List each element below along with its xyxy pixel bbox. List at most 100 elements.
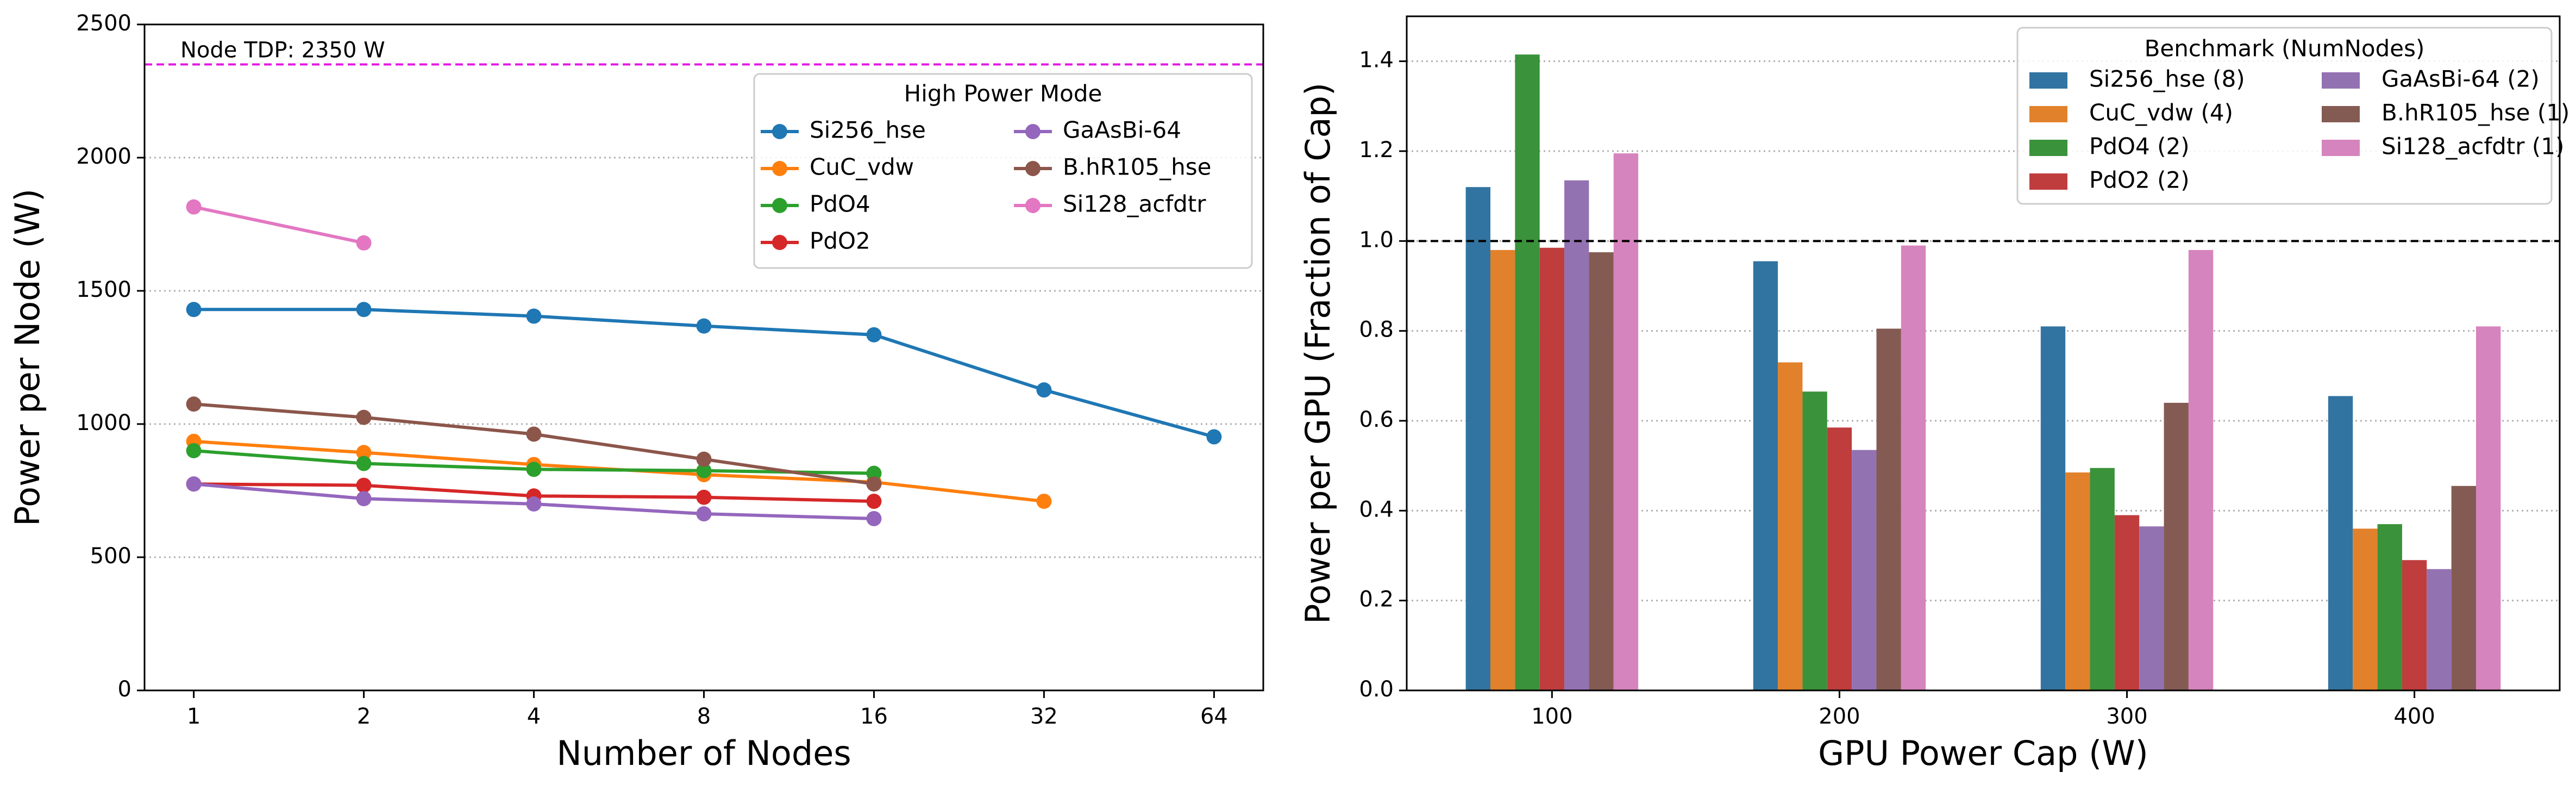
data-point — [356, 491, 372, 507]
y-tick-label: 0.6 — [1359, 407, 1394, 432]
legend-label: PdO2 — [810, 228, 870, 254]
data-point — [186, 443, 202, 458]
data-point — [696, 463, 712, 478]
legend-swatch — [772, 198, 787, 213]
y-tick-label: 500 — [90, 544, 131, 569]
x-tick-label: 32 — [1030, 704, 1058, 729]
bar — [2065, 472, 2090, 690]
data-point — [356, 445, 372, 460]
data-point — [186, 199, 202, 215]
y-tick-label: 2000 — [76, 144, 131, 169]
bar — [1515, 54, 1540, 690]
bar — [1852, 450, 1877, 690]
axes-frame — [143, 23, 1264, 692]
data-point — [696, 489, 712, 505]
data-point — [696, 506, 712, 522]
data-point — [1036, 494, 1052, 509]
legend-title: High Power Mode — [904, 80, 1102, 107]
legend-swatch — [1025, 161, 1041, 176]
legend-swatch — [2029, 106, 2067, 122]
bar — [2040, 326, 2066, 690]
data-point — [186, 476, 202, 492]
bar — [2139, 526, 2164, 690]
x-tick-label: 100 — [1531, 704, 1572, 729]
data-point — [356, 235, 372, 251]
subplot: 0 500 1000 1500 2000 2500 1 2 4 8 16 32 64 Node TDP: … — [8, 11, 1264, 773]
data-point — [1036, 382, 1052, 398]
data-point — [356, 477, 372, 493]
y-tick-label: 0 — [118, 677, 131, 702]
legend-swatch — [2029, 140, 2067, 156]
legend-swatch — [772, 161, 787, 176]
reference-label: Node TDP: 2350 W — [180, 38, 385, 63]
y-tick-label: 0.2 — [1359, 587, 1394, 612]
bar — [1613, 153, 1639, 691]
bar — [2090, 468, 2115, 690]
bar — [1778, 362, 1803, 690]
x-tick-label: 4 — [527, 704, 541, 729]
data-point — [526, 462, 542, 477]
data-point — [526, 426, 542, 442]
legend-label: GaAsBi-64 (2) — [2381, 66, 2540, 92]
bar — [1802, 391, 1827, 690]
bar — [2476, 326, 2501, 690]
y-tick-label: 2500 — [76, 11, 131, 36]
legend-label: PdO4 (2) — [2089, 133, 2190, 160]
bar — [2427, 569, 2452, 690]
y-axis-label: Power per GPU (Fraction of Cap) — [1298, 83, 1338, 624]
data-point — [186, 396, 202, 412]
bar — [2328, 396, 2353, 690]
y-tick-label: 1.4 — [1359, 48, 1394, 73]
legend: High Power Mode Si256_hse CuC_vdw PdO4 PdO2 G… — [753, 73, 1253, 269]
legend-title: Benchmark (NumNodes) — [2145, 35, 2425, 62]
legend-swatch — [2029, 72, 2067, 89]
data-point — [866, 327, 882, 342]
legend-swatch — [2029, 173, 2067, 190]
bar — [1465, 187, 1490, 691]
legend-label: PdO2 (2) — [2089, 167, 2190, 194]
bar — [1876, 328, 1901, 690]
legend-label: Si256_hse (8) — [2089, 66, 2245, 92]
x-tick-label: 2 — [357, 704, 371, 729]
data-point — [356, 302, 372, 317]
bar — [1564, 180, 1589, 690]
legend-swatch — [2322, 72, 2360, 89]
x-tick-label: 1 — [187, 704, 200, 729]
bar — [1589, 252, 1614, 690]
data-point — [696, 318, 712, 334]
x-tick-label: 8 — [697, 704, 711, 729]
bar — [2402, 560, 2427, 690]
data-point — [696, 451, 712, 467]
y-tick-label: 1000 — [76, 410, 131, 435]
legend-label: CuC_vdw (4) — [2089, 99, 2233, 126]
legend: Benchmark (NumNodes) Si256_hse (8) CuC_vdw… — [2016, 27, 2569, 205]
bar — [1490, 250, 1515, 690]
x-tick-label: 64 — [1200, 704, 1228, 729]
legend-label: Si256_hse — [810, 117, 926, 144]
legend-box — [2016, 27, 2553, 205]
data-point — [866, 476, 882, 492]
axes-frame — [1406, 15, 2561, 692]
legend-swatch — [2322, 106, 2360, 122]
bar — [2353, 528, 2378, 690]
y-axis-label: Power per Node (W) — [8, 189, 47, 526]
data-point — [1206, 429, 1222, 445]
y-tick-label: 0.4 — [1359, 497, 1394, 522]
legend-swatch — [772, 235, 787, 250]
x-axis-label: GPU Power Cap (W) — [1818, 733, 2148, 773]
bar — [2451, 485, 2477, 690]
data-point — [866, 494, 882, 509]
legend-swatch — [1025, 124, 1041, 139]
bar — [1901, 245, 1926, 691]
x-tick-label: 16 — [860, 704, 888, 729]
data-point — [526, 496, 542, 512]
x-tick-label: 200 — [1819, 704, 1860, 729]
bar — [2377, 524, 2402, 690]
data-point — [866, 465, 882, 481]
legend-label: B.hR105_hse (1) — [2381, 99, 2569, 126]
legend-label: Si128_acfdtr — [1063, 191, 1206, 217]
bar — [1827, 427, 1852, 690]
legend-swatch — [772, 124, 787, 139]
